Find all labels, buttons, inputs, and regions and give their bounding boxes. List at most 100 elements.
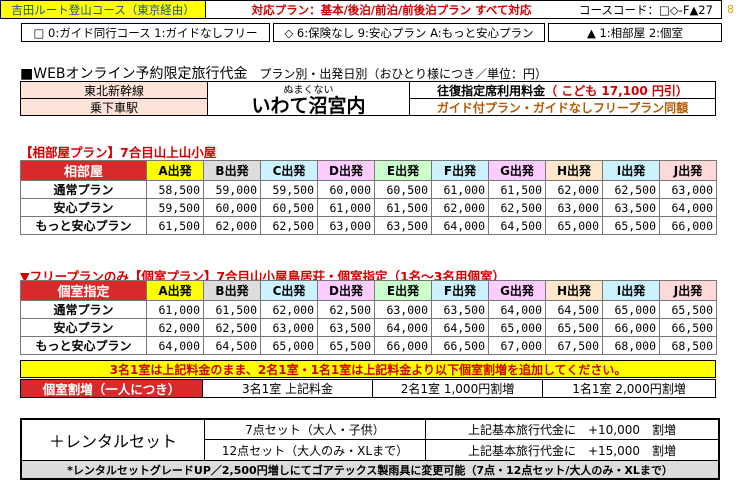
price-cell: 63,500 [431,300,489,319]
page-number: 8 [727,3,734,16]
price-cell: 63,000 [659,180,717,199]
price-cell: 63,500 [374,216,432,235]
price-cell: 59,500 [260,180,318,199]
rental-price-12: 上記基本旅行代金に +15,000 割増 [467,443,677,458]
departure-header-d: D出発 [317,160,375,181]
departure-header-b: B出発 [203,280,261,301]
departure-header-a: A出発 [146,160,204,181]
plan-label: 通常プラン [20,180,147,199]
station-name: いわて沼宮内 [251,94,366,117]
price-cell: 66,000 [659,216,717,235]
price-cell: 63,000 [374,300,432,319]
rental-set-12: 12点セット（大人のみ・XLまで） [205,440,426,460]
shared-plan-title: 【相部屋プラン】7合目山上山小屋 [20,145,217,160]
price-cell: 59,500 [146,198,204,217]
price-cell: 64,000 [374,318,432,337]
price-cell: 63,000 [317,216,375,235]
price-cell: 62,500 [203,318,261,337]
price-cell: 62,000 [203,216,261,235]
station-reading: ぬまくない [283,85,334,96]
price-cell: 62,000 [431,198,489,217]
departure-header-c: C出発 [260,280,318,301]
price-cell: 68,500 [659,336,717,355]
course-code: コースコード：□◇-F▲27 [579,2,713,17]
price-heading-sub: プラン別・出発日別（おひとり様につき／単位：円） [259,67,548,81]
price-cell: 64,000 [146,336,204,355]
plan-label: 通常プラン [20,300,147,319]
fare-box: 往復指定席利用料金 （ こども 17,100 円引） [409,81,716,99]
price-cell: 60,500 [260,198,318,217]
route-title: 吉田ルート登山コース（東京経由） [0,0,206,19]
price-cell: 62,000 [260,300,318,319]
departure-header-i: I出発 [602,280,660,301]
surcharge-two: 2名1室 1,000円割増 [372,379,543,398]
price-cell: 67,500 [545,336,603,355]
table-row: 安心プラン 59,500 60,000 60,500 61,000 61,500 62,00… [20,198,717,217]
private-price-table: 個室指定 A出発 B出発 C出発 D出発 E出発 F出発 G出発 H出発 I出発 J出発 通常プラ… [20,280,717,355]
departure-header-a: A出発 [146,280,204,301]
price-cell: 64,500 [431,318,489,337]
price-cell: 61,500 [374,198,432,217]
price-cell: 63,500 [317,318,375,337]
price-cell: 61,500 [146,216,204,235]
departure-header-g: G出発 [488,280,546,301]
price-cell: 65,000 [545,216,603,235]
price-cell: 65,500 [317,336,375,355]
guide-code-legend: □ 0:ガイド同行コース 1:ガイドなしフリー [21,23,270,42]
price-cell: 63,000 [545,198,603,217]
table-header-row: 個室指定 A出発 B出発 C出発 D出発 E出発 F出発 G出発 H出発 I出発 J出発 [20,280,717,301]
price-cell: 61,500 [203,300,261,319]
station-name-box: ぬまくない いわて沼宮内 [207,81,410,117]
price-cell: 64,500 [203,336,261,355]
rental-set-7: 7点セット（大人・子供） [205,420,426,440]
table-row: もっと安心プラン 64,000 64,500 65,000 65,500 66,000 66… [20,336,717,355]
shared-corner: 相部屋 [20,160,147,181]
price-cell: 61,000 [146,300,204,319]
price-cell: 60,500 [374,180,432,199]
price-cell: 62,500 [317,300,375,319]
table-row: もっと安心プラン 61,500 62,000 62,500 63,000 63,500 64… [20,216,717,235]
surcharge-label: 個室割増（一人につき） [20,379,203,398]
private-corner: 個室指定 [20,280,147,301]
departure-header-b: B出発 [203,160,261,181]
departure-header-j: J出発 [659,280,717,301]
price-cell: 65,500 [602,216,660,235]
departure-header-f: F出発 [431,160,489,181]
price-heading-main: ■WEBオンライン予約限定旅行代金 [20,66,248,82]
price-cell: 61,000 [317,198,375,217]
price-cell: 66,500 [431,336,489,355]
price-cell: 65,000 [602,300,660,319]
board-station-label: 乗下車駅 [20,98,208,116]
departure-header-d: D出発 [317,280,375,301]
price-cell: 62,000 [545,180,603,199]
price-cell: 63,000 [260,318,318,337]
departure-header-e: E出発 [374,280,432,301]
price-cell: 65,000 [260,336,318,355]
shared-price-table: 相部屋 A出発 B出発 C出発 D出発 E出発 F出発 G出発 H出発 I出発 J出発 通常プラン… [20,160,717,235]
departure-header-h: H出発 [545,280,603,301]
price-cell: 64,000 [488,300,546,319]
table-row: 通常プラン 61,000 61,500 62,000 62,500 63,000 63,50… [20,300,717,319]
price-cell: 62,000 [146,318,204,337]
plan-label: 安心プラン [20,318,147,337]
price-cell: 66,000 [374,336,432,355]
table-header-row: 相部屋 A出発 B出発 C出発 D出発 E出発 F出発 G出発 H出発 I出発 J出発 [20,160,717,181]
plan-label: もっと安心プラン [20,336,147,355]
price-cell: 60,000 [317,180,375,199]
departure-header-g: G出発 [488,160,546,181]
guide-same-price-note: ガイド付プラン・ガイドなしフリープラン同額 [409,98,716,116]
price-cell: 64,000 [431,216,489,235]
price-cell: 67,000 [488,336,546,355]
departure-header-f: F出発 [431,280,489,301]
rental-title: ＋レンタルセット [22,420,205,460]
table-row: 安心プラン 62,000 62,500 63,000 63,500 64,000 64,50… [20,318,717,337]
price-cell: 64,000 [659,198,717,217]
price-cell: 65,000 [488,318,546,337]
room-code-legend: ▲ 1:相部屋 2:個室 [548,23,722,42]
price-cell: 61,500 [488,180,546,199]
price-cell: 66,500 [659,318,717,337]
child-discount: （ こども 17,100 円引） [545,83,688,98]
table-row: 通常プラン 58,500 59,000 59,500 60,000 60,500 61,00… [20,180,717,199]
surcharge-one: 1名1室 2,000円割増 [542,379,716,398]
price-cell: 61,000 [431,180,489,199]
